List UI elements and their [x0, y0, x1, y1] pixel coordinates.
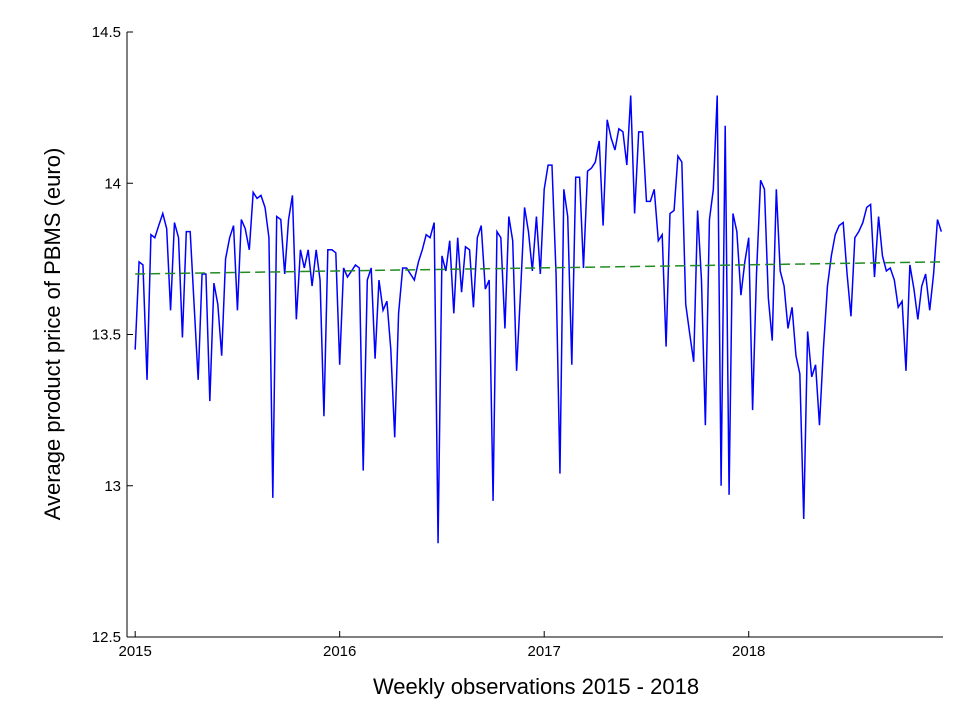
y-tick-label: 13.5 — [92, 327, 121, 344]
y-tick-label: 13 — [104, 478, 121, 495]
x-tick-label: 2018 — [732, 643, 765, 660]
trend-line — [135, 261, 942, 275]
y-axis-label: Average product price of PBMS (euro) — [40, 148, 65, 521]
x-tick-label: 2017 — [528, 643, 561, 660]
y-tick-label: 14 — [104, 175, 121, 192]
x-tick-label: 2016 — [323, 643, 356, 660]
y-tick-label: 12.5 — [92, 629, 121, 646]
price-line — [134, 95, 943, 544]
x-axis-label: Weekly observations 2015 - 2018 — [373, 674, 699, 699]
y-tick-label: 14.5 — [92, 24, 121, 41]
x-tick-label: 2015 — [118, 643, 151, 660]
